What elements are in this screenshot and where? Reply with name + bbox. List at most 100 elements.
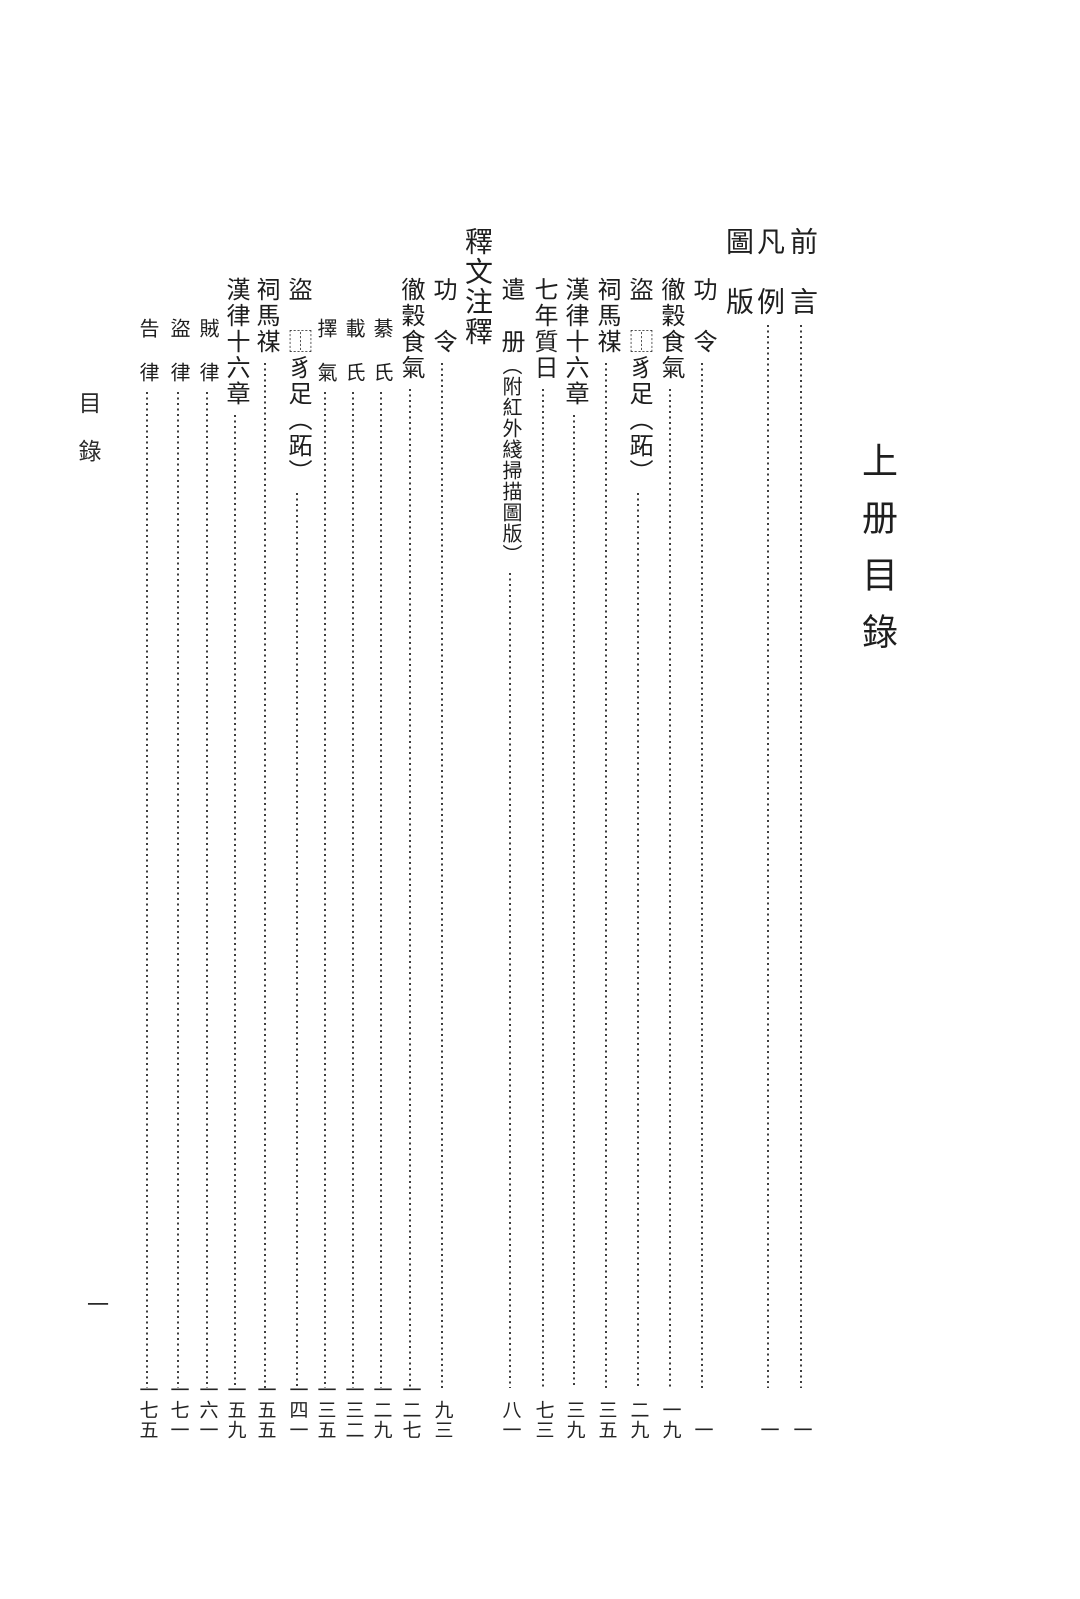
toc-dotted-leader — [767, 325, 769, 1388]
toc-entry: 擇 氣一三五 — [308, 318, 342, 1440]
toc-page-number: 一 — [691, 1420, 713, 1440]
toc-entry: 綦 氏一二九 — [364, 318, 398, 1440]
toc-dotted-leader — [605, 363, 607, 1388]
toc-page-number-slot: 九三 — [431, 1388, 453, 1440]
toc-entry-title: 祠馬禖 — [593, 277, 619, 355]
toc-dotted-leader — [637, 493, 639, 1388]
toc-page-number-slot: 七三 — [532, 1388, 554, 1440]
running-header: 目錄 — [75, 391, 100, 487]
toc-page-number: 一七五 — [136, 1380, 158, 1440]
toc-dotted-leader — [177, 392, 179, 1388]
toc-entry-title: 徹穀食氣 — [657, 277, 683, 381]
toc-page-number-slot: 一三二 — [343, 1380, 364, 1440]
toc-entry-title: 功 令 — [689, 277, 715, 355]
toc-entry-title: 賊 律 — [196, 318, 218, 384]
toc-entry-title: 圖 版 — [722, 227, 753, 317]
toc-page-number: 一五五 — [254, 1380, 276, 1440]
toc-entry-title: 前 言 — [786, 227, 817, 317]
toc-page-number: 一七一 — [167, 1380, 189, 1440]
toc-entry-title: 功 令 — [429, 277, 455, 355]
toc-dotted-leader — [669, 389, 671, 1388]
toc-page-number-slot: 一四一 — [287, 1380, 308, 1440]
toc-page-number: 一 — [790, 1420, 812, 1440]
toc-entry: 祠馬禖 一五五 — [248, 277, 282, 1440]
toc-dotted-leader — [146, 392, 148, 1388]
toc-page-number: 一五九 — [224, 1380, 246, 1440]
toc-entry: 祠馬禖 三五 — [589, 277, 623, 1440]
toc-dotted-leader — [701, 363, 703, 1388]
toc-dotted-leader — [234, 415, 236, 1388]
toc-entry-subtitle: （附紅外綫掃描圖版） — [499, 355, 521, 565]
toc-page-number-slot: 一五五 — [255, 1380, 276, 1440]
toc-entry-title: 漢律十六章 — [561, 277, 587, 407]
toc-page-number-slot: 三五 — [595, 1388, 617, 1440]
toc-page-number-slot: 一九 — [660, 1388, 681, 1440]
toc-dotted-leader — [324, 392, 326, 1388]
toc-page-number-slot: 一 — [790, 1388, 812, 1440]
toc-page-number-slot: 一五九 — [225, 1380, 246, 1440]
toc-entry: 漢律十六章 三九 — [557, 277, 591, 1440]
toc-page-number-slot: 八一 — [500, 1388, 521, 1440]
toc-page-number-slot: 一七五 — [137, 1380, 158, 1440]
toc-entry: 功 令一 — [685, 277, 719, 1440]
toc-entry: 七年質日 七三 — [526, 277, 560, 1440]
toc-entry-title: 綦 氏 — [370, 318, 392, 384]
folio-number: 一 — [84, 1293, 109, 1315]
toc-page-number-slot: 一二七 — [400, 1380, 421, 1440]
toc-entry-title: 盜 ⿰豸足（跖） — [625, 277, 651, 485]
toc-page-number: 一六一 — [196, 1380, 218, 1440]
toc-page-number: 一 — [757, 1420, 779, 1440]
toc-entry: 盜 ⿰豸足（跖） 二九 — [621, 277, 655, 1440]
toc-page-number-slot: 一六一 — [197, 1380, 218, 1440]
toc-entry-title: 告 律 — [136, 318, 158, 384]
toc-entry-title: 遣 册 — [497, 277, 523, 355]
toc-page-number-slot: 一七一 — [168, 1380, 189, 1440]
toc-entry: 凡 例一 — [751, 227, 785, 1440]
volume-title: 上册目錄 — [857, 442, 897, 670]
toc-entry-title: 徹穀食氣 — [397, 277, 423, 381]
toc-entry-title: 擇 氣 — [314, 318, 336, 384]
toc-entry-title: 釋文注釋 — [461, 227, 492, 347]
toc-entry: 漢律十六章 一五九 — [218, 277, 252, 1440]
toc-entry: 盜 律一七一 — [161, 318, 195, 1440]
toc-entry: 遣 册（附紅外綫掃描圖版） 八一 — [493, 277, 527, 1440]
toc-entry: 賊 律一六一 — [190, 318, 224, 1440]
toc-entry: 徹穀食氣 一九 — [653, 277, 687, 1440]
toc-entry: 功 令九三 — [425, 277, 459, 1440]
toc-entry-title: 盜 律 — [167, 318, 189, 384]
toc-page-number-slot: 一 — [757, 1388, 779, 1440]
toc-entry: 徹穀食氣 一二七 — [393, 277, 427, 1440]
toc-page-number: 三五 — [595, 1400, 617, 1440]
toc-dotted-leader — [509, 573, 511, 1388]
toc-entry-title: 載 氏 — [342, 318, 364, 384]
toc-page-number: 一三二 — [342, 1380, 364, 1440]
toc-dotted-leader — [352, 392, 354, 1388]
toc-page-number: 七三 — [532, 1400, 554, 1440]
toc-entry: 圖 版 — [720, 227, 754, 1440]
toc-dotted-leader — [380, 392, 382, 1388]
toc-page-number-slot: 一三五 — [315, 1380, 336, 1440]
toc-entry: 釋文注釋 — [459, 227, 493, 1440]
toc-page-number-slot: 一二九 — [371, 1380, 392, 1440]
toc-page-number: 一二九 — [370, 1380, 392, 1440]
toc-page-number: 一二七 — [399, 1380, 421, 1440]
toc-entry: 前 言一 — [784, 227, 818, 1440]
toc-entry: 載 氏一三二 — [336, 318, 370, 1440]
toc-page-number: 九三 — [431, 1400, 453, 1440]
toc-page-number: 一三五 — [314, 1380, 336, 1440]
toc-page-number: 一四一 — [286, 1380, 308, 1440]
toc-entry-title: 凡 例 — [753, 227, 784, 317]
toc-entry-title: 七年質日 — [530, 277, 556, 381]
toc-dotted-leader — [206, 392, 208, 1388]
toc-page-number: 二九 — [627, 1400, 649, 1440]
toc-entry-title: 漢律十六章 — [222, 277, 248, 407]
toc-page-number-slot: 三九 — [563, 1388, 585, 1440]
toc-entry-title: 盜 ⿰豸足（跖） — [284, 277, 310, 485]
toc-dotted-leader — [573, 415, 575, 1388]
toc-dotted-leader — [296, 493, 298, 1388]
toc-entry-title: 祠馬禖 — [252, 277, 278, 355]
toc-dotted-leader — [441, 363, 443, 1388]
toc-page-number-slot: 二九 — [627, 1388, 649, 1440]
toc-page-number: 三九 — [563, 1400, 585, 1440]
